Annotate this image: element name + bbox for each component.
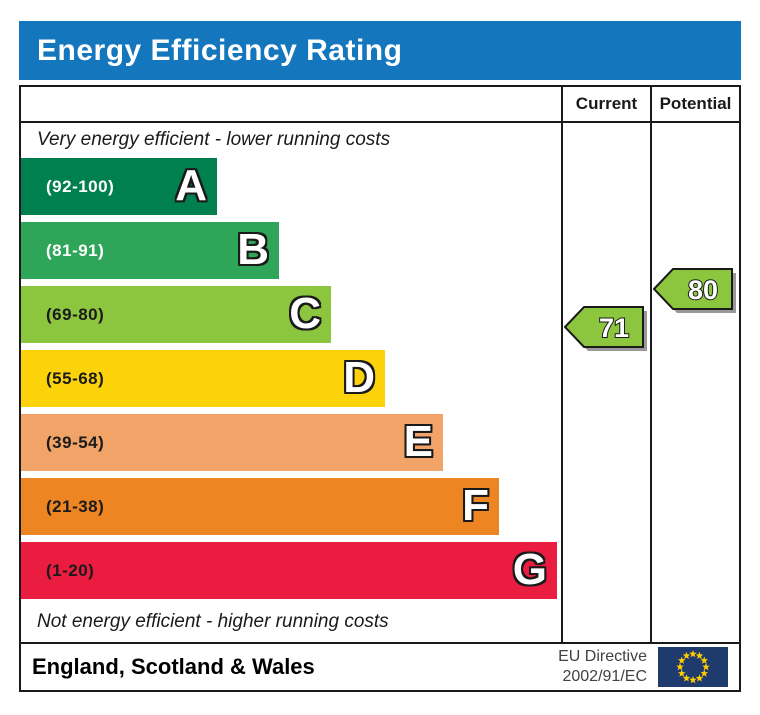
arrow-body bbox=[564, 306, 644, 348]
band-range-label: (69-80) bbox=[46, 304, 105, 324]
eu-directive-line1: EU Directive bbox=[558, 648, 647, 665]
potential-rating-arrow: 80 bbox=[653, 268, 736, 313]
band-letter: E bbox=[403, 416, 433, 466]
band-range-label: (21-38) bbox=[46, 496, 105, 516]
band-F: (21-38) F bbox=[21, 478, 499, 535]
band-range-label: (92-100) bbox=[46, 176, 115, 196]
band-letter: C bbox=[289, 288, 321, 338]
current-rating-value: 71 bbox=[599, 313, 629, 343]
band-range-label: (1-20) bbox=[46, 560, 95, 580]
potential-column-header: Potential bbox=[659, 94, 732, 113]
eu-flag-icon bbox=[658, 647, 728, 687]
band-letter: G bbox=[512, 544, 547, 594]
eu-directive-label: EU Directive 2002/91/EC bbox=[558, 647, 647, 687]
current-column-header: Current bbox=[575, 94, 638, 113]
arrow-body bbox=[653, 268, 733, 310]
band-G: (1-20) G bbox=[21, 542, 557, 599]
rating-table: Current Potential Very energy efficient … bbox=[19, 85, 741, 692]
region-label: England, Scotland & Wales bbox=[32, 654, 315, 679]
band-C: (69-80) C bbox=[21, 286, 331, 343]
band-D: (55-68) D bbox=[21, 350, 385, 407]
band-letter: D bbox=[343, 352, 375, 402]
potential-column-divider bbox=[650, 87, 652, 644]
band-E: (39-54) E bbox=[21, 414, 443, 471]
header-underline bbox=[21, 121, 739, 123]
page-title: Energy Efficiency Rating bbox=[37, 34, 403, 67]
eu-directive-line2: 2002/91/EC bbox=[562, 668, 647, 685]
band-B: (81-91) B bbox=[21, 222, 279, 279]
band-range-label: (55-68) bbox=[46, 368, 105, 388]
band-range-label: (81-91) bbox=[46, 240, 105, 260]
band-letter: A bbox=[175, 160, 207, 210]
top-note: Very energy efficient - lower running co… bbox=[37, 129, 391, 150]
band-range-label: (39-54) bbox=[46, 432, 105, 452]
band-letter: F bbox=[462, 480, 489, 530]
footer-row: England, Scotland & Wales EU Directive 2… bbox=[21, 642, 739, 690]
bottom-note: Not energy efficient - higher running co… bbox=[37, 611, 389, 632]
title-bar: Energy Efficiency Rating bbox=[19, 21, 741, 80]
current-rating-arrow: 71 bbox=[564, 306, 647, 351]
current-column-divider bbox=[561, 87, 563, 644]
band-letter: B bbox=[237, 224, 269, 274]
potential-rating-value: 80 bbox=[688, 275, 718, 305]
band-A: (92-100) A bbox=[21, 158, 217, 215]
